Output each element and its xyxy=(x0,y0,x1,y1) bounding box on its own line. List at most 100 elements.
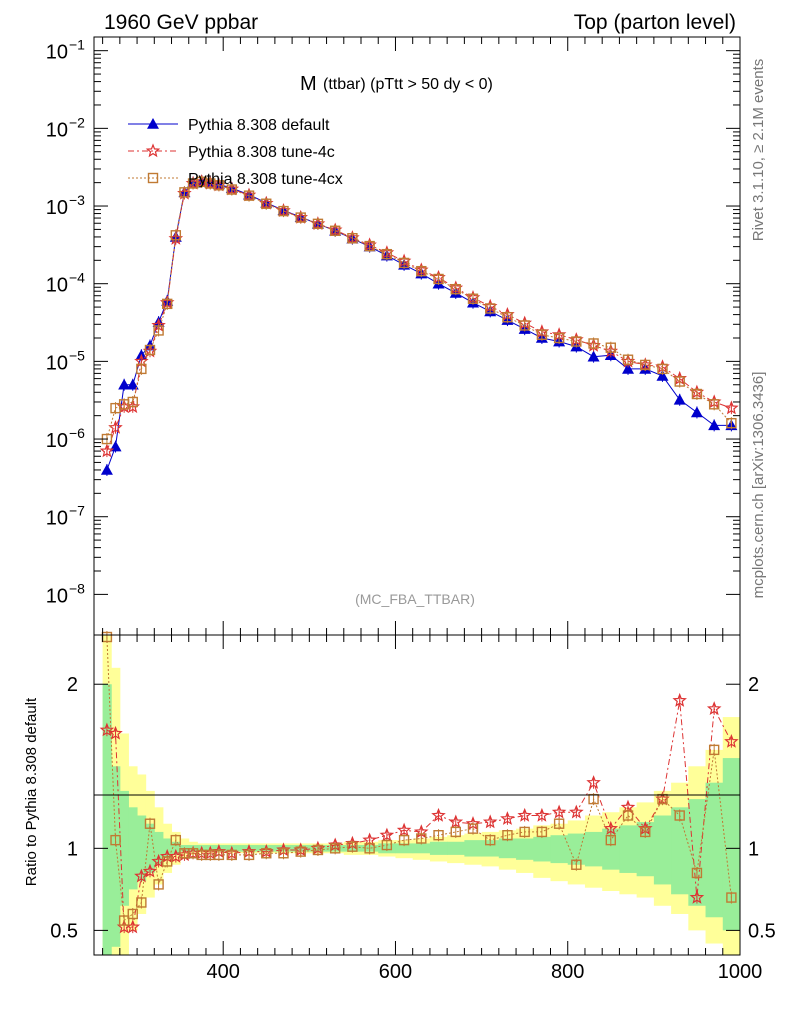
ratio-band-green xyxy=(429,841,448,855)
ratio-point-star xyxy=(706,701,722,716)
ratio-band-green xyxy=(111,766,121,947)
ratio-point-square xyxy=(364,843,375,854)
ratio-point-square xyxy=(536,826,548,838)
main-point-square xyxy=(726,417,737,429)
ratio-point-square xyxy=(329,843,341,854)
ratio-point-square xyxy=(691,867,703,879)
ratio-y-tick-label-right: 1 xyxy=(748,838,759,860)
main-point-square xyxy=(588,338,599,349)
ratio-point-star xyxy=(672,692,687,707)
main-point-square xyxy=(226,184,238,195)
ratio-point-square xyxy=(144,818,156,829)
main-y-tick-label: 10 xyxy=(46,275,68,297)
ratio-point-square xyxy=(553,818,565,829)
ratio-band-green xyxy=(447,841,465,855)
main-line-star xyxy=(106,181,732,452)
ratio-point-star xyxy=(689,889,705,904)
ratio-point-star xyxy=(379,827,395,842)
main-y-tick-exponent: −2 xyxy=(69,114,85,130)
main-point-triangle xyxy=(656,369,669,381)
main-y-tick-exponent: −3 xyxy=(69,192,85,208)
main-point-square xyxy=(433,273,444,285)
ratio-band-green xyxy=(567,833,586,865)
main-point-square xyxy=(674,376,685,387)
main-point-square xyxy=(364,240,375,252)
ratio-point-square xyxy=(519,826,530,838)
main-line-triangle xyxy=(106,180,732,471)
main-point-triangle xyxy=(690,406,703,418)
legend-marker-star xyxy=(145,143,161,158)
ratio-point-square xyxy=(433,830,444,841)
ratio-band-green xyxy=(395,843,414,854)
ratio-point-square xyxy=(347,841,358,852)
main-point-square xyxy=(640,359,651,371)
main-point-square xyxy=(553,332,565,344)
rivet-label: Rivet 3.1.10, ≥ 2.1M events xyxy=(750,59,767,242)
main-point-square xyxy=(243,190,255,201)
ratio-point-star xyxy=(396,822,412,837)
ratio-point-star xyxy=(431,807,446,822)
main-point-triangle xyxy=(100,463,113,475)
ratio-point-square xyxy=(213,849,225,861)
ratio-point-star xyxy=(448,814,464,829)
legend-label: Pythia 8.308 default xyxy=(188,117,330,134)
legend-marker-triangle xyxy=(147,118,159,129)
ratio-point-square xyxy=(467,823,479,834)
main-point-square xyxy=(170,230,182,241)
ratio-point-square xyxy=(726,892,737,903)
ratio-point-star xyxy=(724,734,739,748)
legend-label: Pythia 8.308 tune-4cx xyxy=(188,171,343,188)
ratio-band-green xyxy=(722,758,741,931)
ratio-point-square xyxy=(118,915,130,926)
main-point-square xyxy=(657,363,668,375)
main-y-tick-exponent: −8 xyxy=(69,580,85,596)
ratio-point-square xyxy=(226,849,238,861)
main-y-tick-label: 10 xyxy=(46,352,68,374)
ratio-point-square xyxy=(640,826,651,838)
ratio-point-square xyxy=(278,848,289,859)
main-y-tick-label: 10 xyxy=(46,42,68,64)
ratio-band-green xyxy=(162,838,173,859)
main-point-square xyxy=(485,303,496,314)
ratio-point-square xyxy=(162,856,173,867)
main-point-square xyxy=(347,233,358,244)
main-point-square xyxy=(398,257,410,269)
ratio-band-green xyxy=(705,782,724,918)
main-point-star xyxy=(724,400,739,415)
main-point-triangle xyxy=(708,419,721,431)
ratio-point-star xyxy=(142,863,158,878)
ratio-point-square xyxy=(398,834,410,846)
ratio-point-square xyxy=(416,833,427,844)
main-y-tick-label: 10 xyxy=(46,508,68,530)
x-tick-label: 400 xyxy=(207,961,240,983)
ratio-band-green xyxy=(464,840,483,857)
main-point-square xyxy=(381,248,393,260)
ratio-point-square xyxy=(605,834,616,846)
main-point-triangle xyxy=(673,393,686,405)
main-y-tick-exponent: −6 xyxy=(69,425,85,441)
ratio-point-square xyxy=(674,810,685,821)
ratio-y-tick-label-right: 2 xyxy=(748,674,759,696)
ratio-band-green xyxy=(154,831,164,865)
legend-label: Pythia 8.308 tune-4c xyxy=(188,144,335,161)
ratio-point-star xyxy=(534,807,550,822)
ratio-point-star xyxy=(482,814,498,829)
ratio-band-green xyxy=(688,799,707,906)
ratio-band-green xyxy=(119,790,129,906)
main-point-star xyxy=(99,443,115,458)
main-y-tick-exponent: −4 xyxy=(69,270,85,286)
ratio-band-green xyxy=(584,831,603,867)
main-point-square xyxy=(708,399,720,410)
header-left: 1960 GeV ppbar xyxy=(104,11,258,34)
main-point-square xyxy=(213,180,225,191)
ratio-point-star xyxy=(569,804,584,819)
ratio-point-square xyxy=(295,846,306,857)
ratio-point-square xyxy=(110,834,121,846)
ratio-point-square xyxy=(450,826,461,838)
ratio-point-square xyxy=(571,859,582,870)
plot-title: M (ttbar) (pTtt > 50 dy < 0) xyxy=(300,73,493,95)
ratio-band-green xyxy=(533,836,552,862)
ratio-band-green xyxy=(102,684,112,955)
